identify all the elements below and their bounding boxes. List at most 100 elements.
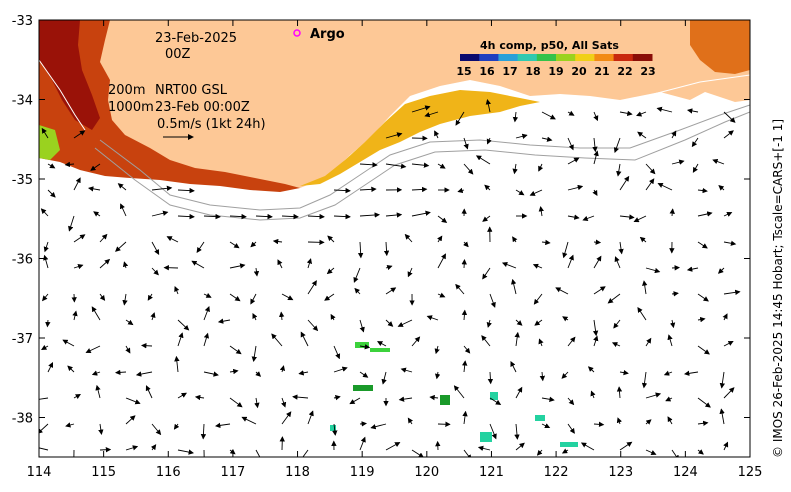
- current-arrow: [174, 285, 180, 295]
- product-time-label: 23-Feb 00:00Z: [155, 100, 250, 115]
- current-arrow: [723, 211, 733, 217]
- current-arrow: [333, 345, 341, 360]
- current-arrow: [151, 423, 162, 436]
- depth-1000-label: 1000m: [108, 100, 154, 115]
- coast-outline: [39, 59, 750, 131]
- current-arrow: [582, 215, 595, 221]
- current-arrow: [637, 131, 647, 139]
- current-arrow: [567, 336, 576, 347]
- current-arrow: [300, 331, 309, 347]
- current-arrow: [463, 163, 474, 175]
- current-arrow: [43, 254, 49, 269]
- current-arrow: [357, 241, 364, 259]
- current-arrow: [437, 163, 446, 169]
- current-arrow: [177, 392, 187, 399]
- current-arrow: [333, 395, 341, 401]
- current-arrow: [538, 206, 544, 217]
- current-arrow: [593, 239, 602, 245]
- current-arrow: [687, 108, 699, 114]
- current-arrow: [667, 416, 673, 425]
- current-arrow: [45, 319, 51, 328]
- current-arrow: [174, 355, 180, 373]
- current-arrow: [593, 150, 599, 165]
- current-arrow: [99, 447, 112, 453]
- colorbar-swatch: [575, 54, 595, 61]
- current-arrow: [385, 132, 403, 139]
- current-arrow: [667, 334, 673, 347]
- colorbar-tick-label: 20: [571, 65, 587, 78]
- colorbar: [460, 54, 653, 61]
- current-arrow: [485, 99, 491, 113]
- current-arrow: [486, 319, 492, 328]
- current-arrow: [385, 287, 397, 295]
- current-arrow: [723, 289, 741, 296]
- current-arrow: [41, 127, 49, 139]
- current-arrow: [619, 214, 635, 220]
- current-arrow: [437, 235, 443, 243]
- colorbar-swatch: [479, 54, 499, 61]
- current-arrow: [457, 187, 465, 194]
- current-arrow: [40, 208, 49, 217]
- current-arrow: [411, 210, 431, 217]
- current-arrow: [453, 385, 465, 399]
- current-arrow: [722, 313, 728, 321]
- current-arrow: [697, 420, 709, 426]
- y-tick-label: -34: [12, 94, 33, 109]
- current-arrow: [277, 259, 283, 269]
- current-arrow: [665, 396, 673, 402]
- current-arrow: [641, 371, 648, 389]
- sst-east-orange: [690, 20, 750, 74]
- current-arrow: [332, 423, 338, 436]
- y-tick-label: -33: [12, 14, 33, 29]
- current-arrow: [437, 292, 446, 298]
- current-arrow: [511, 278, 517, 295]
- current-arrow: [593, 111, 599, 122]
- current-arrow: [229, 213, 247, 220]
- current-arrow: [359, 162, 378, 168]
- current-arrow: [424, 111, 439, 118]
- current-arrow: [515, 133, 528, 139]
- colorbar-tick-label: 21: [594, 65, 609, 78]
- sst-patch: [535, 415, 545, 421]
- current-arrow: [555, 287, 569, 295]
- current-arrow: [42, 293, 49, 302]
- current-arrow: [510, 360, 517, 373]
- current-arrow: [534, 319, 543, 326]
- current-arrow: [592, 189, 598, 196]
- current-arrow: [333, 213, 351, 220]
- current-arrow: [567, 110, 575, 116]
- current-arrow: [73, 130, 86, 139]
- plot-frame: [38, 19, 751, 458]
- current-arrow: [281, 213, 299, 220]
- current-arrow: [592, 137, 598, 153]
- current-arrow: [619, 441, 633, 451]
- current-arrow: [669, 319, 676, 329]
- current-arrow: [404, 233, 413, 243]
- colorbar-title: 4h comp, p50, All Sats: [480, 39, 619, 52]
- current-arrow: [252, 312, 258, 321]
- current-arrow: [475, 155, 491, 165]
- x-tick-label: 119: [350, 465, 375, 480]
- current-arrow: [203, 292, 212, 298]
- sst-south-coast: [300, 90, 540, 186]
- x-tick-label: 117: [220, 465, 245, 480]
- sst-patch: [440, 395, 450, 405]
- current-arrow: [411, 186, 428, 193]
- current-arrow: [255, 371, 262, 377]
- current-arrow: [250, 241, 257, 248]
- current-arrow: [619, 110, 633, 117]
- current-arrow: [645, 449, 657, 455]
- current-arrow: [354, 287, 361, 295]
- contour-200m: [99, 104, 750, 211]
- argo-float-marker: [293, 29, 301, 37]
- current-arrow: [200, 423, 207, 440]
- current-arrow: [515, 189, 525, 196]
- current-arrow: [434, 130, 440, 139]
- current-arrow: [203, 332, 210, 347]
- current-arrow: [489, 397, 502, 405]
- colorbar-tick-label: 16: [479, 65, 495, 78]
- current-arrow: [353, 267, 361, 283]
- current-arrow: [567, 254, 574, 269]
- sst-patch: [490, 392, 498, 400]
- current-arrow: [166, 236, 179, 243]
